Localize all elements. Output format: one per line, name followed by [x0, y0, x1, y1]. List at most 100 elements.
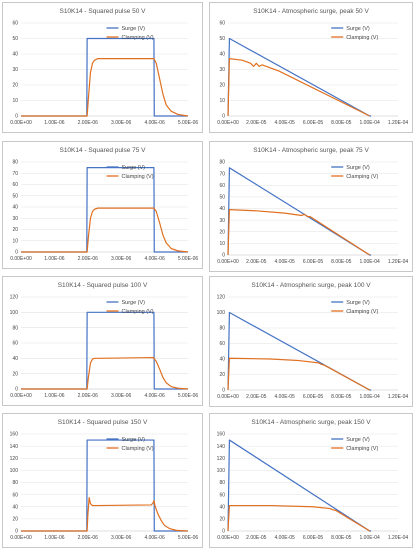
chart-svg: S10K14 - Atmospheric surge, peak 150 V 0 2… [217, 419, 409, 541]
y-tick-label: 20 [12, 517, 18, 523]
y-tick-label: 0 [15, 387, 18, 393]
chart-atmospheric-150: S10K14 - Atmospheric surge, peak 150 V 0 2… [209, 413, 413, 548]
x-tick-label: 6.00E-05 [303, 120, 324, 126]
x-tick-label: 5.00E-06 [178, 393, 199, 399]
x-tick-label: 1.20E-04 [388, 120, 409, 126]
chart-svg: S10K14 - Squared pulse 75 V 0 10 20 30 40 50 60… [10, 147, 198, 262]
y-tick-label: 20 [219, 517, 225, 523]
x-tick-label: 2.00E-06 [78, 256, 99, 262]
chart-svg: S10K14 - Atmospheric surge, peak 50 V 0 10… [217, 8, 409, 126]
y-tick-label: 0 [222, 114, 225, 120]
legend-label: Surge (V) [121, 437, 145, 443]
x-tick-label: 8.00E-05 [331, 120, 352, 126]
y-tick-label: 20 [219, 372, 225, 378]
chart-squared-50: S10K14 - Squared pulse 50 V 0 10 20 30 40 50 60… [2, 2, 203, 133]
clamping-series-line [21, 497, 189, 532]
y-tick-label: 0 [15, 114, 18, 120]
chart-title: S10K14 - Squared pulse 150 V [58, 419, 148, 426]
chart-title: S10K14 - Squared pulse 50 V [59, 8, 146, 15]
x-tick-label: 0.00E+00 [10, 120, 32, 126]
x-tick-label: 1.00E-04 [360, 535, 381, 541]
y-tick-label: 0 [15, 250, 18, 256]
y-tick-label: 60 [219, 341, 225, 347]
y-tick-label: 40 [219, 504, 225, 510]
surge-series-line [21, 167, 188, 253]
x-tick-label: 2.00E-05 [246, 259, 267, 265]
y-tick-label: 80 [219, 326, 225, 332]
x-tick-label: 4.00E-05 [275, 535, 296, 541]
x-tick-label: 1.20E-04 [388, 535, 409, 541]
y-tick-label: 10 [219, 241, 225, 247]
legend-label: Clamping (V) [121, 309, 153, 315]
legend-label: Surge (V) [121, 26, 145, 32]
chart-svg: S10K14 - Squared pulse 50 V 0 10 20 30 40 50 60… [10, 8, 199, 126]
y-tick-label: 50 [219, 195, 225, 201]
chart-atmospheric-50: S10K14 - Atmospheric surge, peak 50 V 0 10… [209, 2, 413, 133]
x-tick-label: 1.20E-04 [388, 394, 409, 400]
chart-atmospheric-100: S10K14 - Atmospheric surge, peak 100 V 0 2… [209, 276, 413, 407]
y-tick-label: 120 [10, 295, 19, 301]
clamping-series-line [21, 207, 189, 253]
y-tick-label: 100 [217, 310, 226, 316]
y-tick-label: 40 [12, 356, 18, 362]
legend-label: Clamping (V) [121, 35, 153, 41]
chart-svg: S10K14 - Atmospheric surge, peak 100 V 0 2… [217, 282, 409, 400]
y-tick-label: 40 [12, 504, 18, 510]
y-tick-label: 40 [12, 52, 18, 58]
chart-svg: S10K14 - Squared pulse 150 V 0 20 40 60 80 100… [10, 419, 199, 541]
legend-label: Clamping (V) [346, 174, 378, 180]
y-tick-label: 60 [219, 183, 225, 189]
y-tick-label: 50 [12, 36, 18, 42]
y-tick-label: 60 [12, 492, 18, 498]
chart-title: S10K14 - Atmospheric surge, peak 150 V [251, 419, 371, 426]
chart-title: S10K14 - Atmospheric surge, peak 50 V [253, 8, 369, 15]
legend-label: Surge (V) [346, 300, 370, 306]
clamping-series-line [227, 209, 370, 256]
x-tick-label: 1.00E-04 [360, 259, 381, 265]
x-tick-label: 4.00E-06 [144, 535, 165, 541]
y-tick-label: 50 [219, 36, 225, 42]
y-tick-label: 60 [12, 182, 18, 188]
legend-label: Surge (V) [121, 300, 145, 306]
y-tick-label: 70 [12, 171, 18, 177]
x-tick-label: 4.00E-06 [144, 120, 165, 126]
x-tick-label: 0.00E+00 [217, 120, 239, 126]
y-tick-label: 10 [12, 98, 18, 104]
x-tick-label: 6.00E-05 [303, 394, 324, 400]
y-tick-label: 30 [219, 67, 225, 73]
y-tick-label: 40 [219, 357, 225, 363]
chart-title: S10K14 - Atmospheric surge, peak 75 V [253, 147, 369, 154]
y-tick-label: 70 [219, 171, 225, 177]
legend-label: Clamping (V) [121, 174, 153, 180]
chart-squared-75: S10K14 - Squared pulse 75 V 0 10 20 30 40 50 60… [2, 141, 203, 269]
x-tick-label: 6.00E-05 [303, 535, 324, 541]
x-tick-label: 5.00E-06 [178, 120, 199, 126]
y-tick-label: 140 [10, 444, 19, 450]
y-tick-label: 0 [222, 253, 225, 259]
x-tick-label: 1.00E-04 [360, 120, 381, 126]
y-tick-label: 50 [12, 193, 18, 199]
x-tick-label: 4.00E-05 [275, 394, 296, 400]
y-tick-label: 20 [12, 371, 18, 377]
x-tick-label: 4.00E-05 [275, 259, 296, 265]
x-tick-label: 0.00E+00 [10, 535, 32, 541]
clamping-series-line [227, 357, 370, 391]
chart-svg: S10K14 - Squared pulse 100 V 0 20 40 60 80 100… [10, 282, 199, 399]
x-tick-label: 1.00E-06 [44, 256, 65, 262]
y-tick-label: 0 [222, 388, 225, 394]
y-tick-label: 140 [217, 444, 226, 450]
x-tick-label: 2.00E-05 [246, 394, 267, 400]
legend-label: Clamping (V) [346, 35, 378, 41]
y-tick-label: 60 [219, 21, 225, 27]
surge-series-line [227, 439, 372, 532]
surge-series-line [227, 311, 372, 391]
legend-label: Surge (V) [346, 165, 370, 171]
y-tick-label: 60 [12, 21, 18, 27]
legend-label: Surge (V) [121, 165, 145, 171]
x-tick-label: 8.00E-05 [331, 535, 352, 541]
x-tick-label: 4.00E-06 [144, 393, 165, 399]
x-tick-label: 3.00E-06 [111, 256, 132, 262]
y-tick-label: 160 [217, 432, 226, 438]
x-tick-label: 8.00E-05 [331, 259, 352, 265]
x-tick-label: 1.00E-06 [44, 120, 65, 126]
